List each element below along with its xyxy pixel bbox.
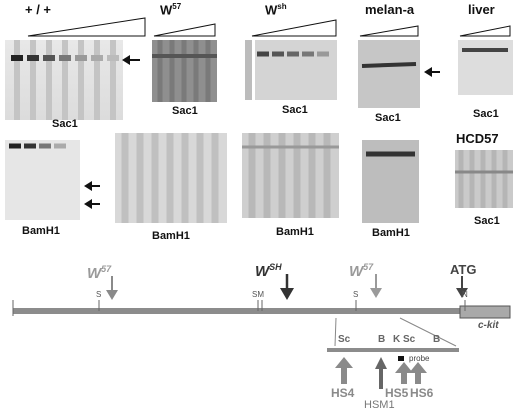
melan-sac-blot [358,40,420,108]
w57-title: W57 [160,2,182,18]
liver-sac-label: Sac1 [473,108,499,120]
zoom-line-left [334,317,337,347]
site-n-label: N [462,290,468,299]
site-sm-label: SM [252,290,264,299]
w57-left-arrow [106,276,118,300]
zoom-segment [327,348,459,352]
hs5-arrow [395,362,413,384]
w57-bam-blot [115,133,227,223]
genomic-line [13,308,460,314]
hcd57-title: HCD57 [456,131,499,146]
wsh-bam-blot [242,133,339,218]
melan-wedge [359,25,419,37]
ckit-box [459,305,511,319]
zoom-b1-label: B [378,334,386,345]
zoom-line-right [399,317,457,347]
zoom-b2-label: B [433,334,441,345]
wt-sac-blot [5,40,123,120]
hcd57-sac-label: Sac1 [474,215,500,227]
map-wsh-label: WSH [255,262,282,280]
liver-title: liver [468,2,495,17]
zoom-k-label: K [393,334,401,345]
zoom-sc1-label: Sc [338,334,351,345]
hs6-arrow [409,362,427,384]
ckit-label: c-kit [478,320,499,331]
melan-bam-label: BamH1 [372,227,410,239]
atg-arrow [456,276,468,298]
wt-wedge [27,17,146,37]
wt-title: + / + [25,2,52,17]
hcd57-blot [455,150,513,208]
map-atg-label: ATG [450,262,477,277]
wt-bam-label: BamH1 [22,225,60,237]
hsm1-label: HSM1 [364,399,395,411]
hsm1-arrow [375,357,387,389]
wsh-sac-blot [245,40,337,100]
site-s1-label: S [96,290,102,299]
melan-bam-blot [362,140,419,223]
probe-label: probe [409,354,430,363]
w57-right-arrow [370,274,382,298]
map-w57-left-label: W57 [87,264,112,282]
w57-sac-blot [152,40,217,102]
map-w57-right-label: W57 [349,262,374,280]
melan-title: melan-a [365,2,415,17]
hs4-label: HS4 [331,386,355,400]
wsh-arrow [280,274,294,300]
wsh-sac-label: Sac1 [282,104,308,116]
wsh-wedge [251,19,337,37]
liver-sac-blot [458,40,513,95]
hs5-label: HS5 [385,386,409,400]
liver-wedge [459,25,511,37]
w57-sac-label: Sac1 [172,105,198,117]
melan-sac-label: Sac1 [375,112,401,124]
wsh-title: Wsh [265,2,287,18]
hs6-label: HS6 [410,386,434,400]
site-s2-label: S [353,290,359,299]
wsh-bam-label: BamH1 [276,226,314,238]
w57-wedge [153,23,216,37]
probe-box [398,356,404,361]
wt-bam-blot [5,140,80,220]
w57-bam-label: BamH1 [152,230,190,242]
zoom-sc2-label: Sc [403,334,416,345]
wt-sac-label: Sac1 [52,118,78,130]
hs4-arrow [335,357,353,384]
